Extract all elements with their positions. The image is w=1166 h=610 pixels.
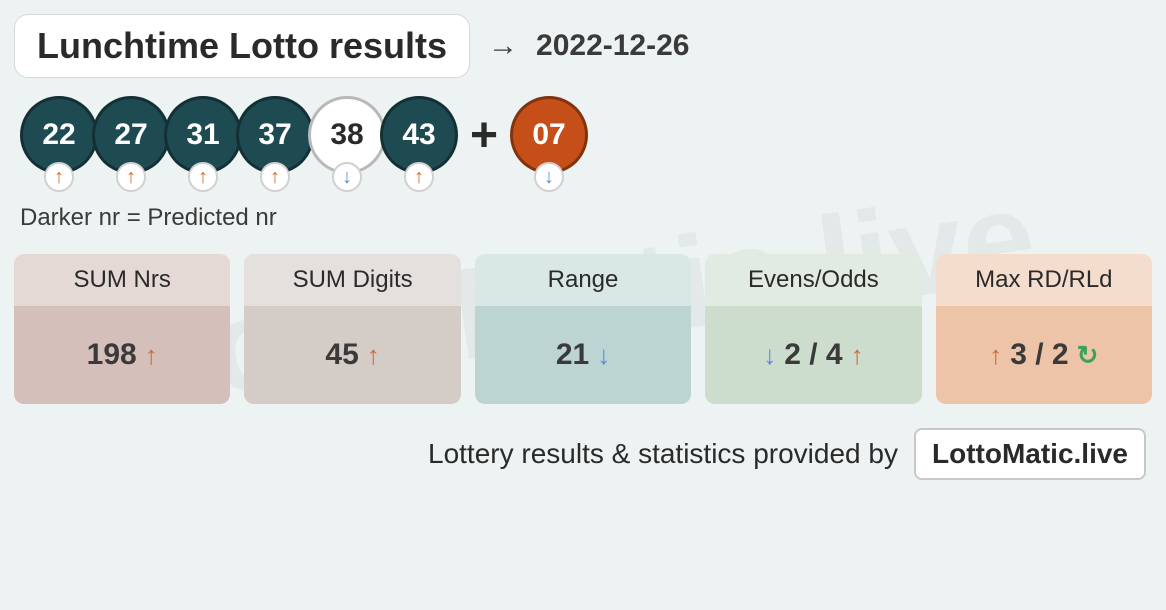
arrow-up-icon: ↑ [367, 340, 380, 371]
stat-card-1: SUM Digits 45 ↑ [244, 254, 460, 404]
arrow-up-icon: ↑ [116, 162, 146, 192]
stat-value-text: 2 / 4 [784, 338, 842, 372]
refresh-icon: ↻ [1077, 340, 1099, 371]
stats-row: SUM Nrs198↑SUM Digits45↑Range21↓Evens/Od… [14, 254, 1152, 404]
stat-label: SUM Nrs [14, 254, 230, 306]
legend-text: Darker nr = Predicted nr [20, 204, 1152, 232]
main-ball-5: 43↑ [380, 96, 458, 192]
main-ball-1: 27↑ [92, 96, 170, 192]
stat-value-text: 45 [325, 338, 358, 372]
arrow-up-icon: ↑ [404, 162, 434, 192]
arrow-up-icon: ↑ [851, 340, 864, 371]
footer-text: Lottery results & statistics provided by [428, 438, 898, 470]
main-ball-2: 31↑ [164, 96, 242, 192]
arrow-down-icon: ↓ [332, 162, 362, 192]
stat-value: 21 ↓ [475, 306, 691, 404]
stat-value-text: 21 [556, 338, 589, 372]
header-row: Lunchtime Lotto results → 2022-12-26 [14, 14, 1152, 78]
footer-row: Lottery results & statistics provided by… [14, 428, 1152, 480]
stat-card-3: Evens/Odds ↓ 2 / 4 ↑ [705, 254, 921, 404]
result-date: 2022-12-26 [536, 29, 689, 63]
stat-card-4: Max RD/RLd ↑ 3 / 2 ↻ [936, 254, 1152, 404]
main-ball-3: 37↑ [236, 96, 314, 192]
main-content: Lunchtime Lotto results → 2022-12-26 22↑… [14, 14, 1152, 480]
stat-card-0: SUM Nrs 198 ↑ [14, 254, 230, 404]
arrow-down-icon: ↓ [763, 340, 776, 371]
stat-label: Range [475, 254, 691, 306]
arrow-down-icon: ↓ [534, 162, 564, 192]
stat-value: ↑ 3 / 2 ↻ [936, 306, 1152, 404]
arrow-right-icon: → [488, 29, 518, 63]
arrow-up-icon: ↑ [989, 340, 1002, 371]
stat-value: 198 ↑ [14, 306, 230, 404]
arrow-up-icon: ↑ [188, 162, 218, 192]
stat-value: ↓ 2 / 4 ↑ [705, 306, 921, 404]
page-title: Lunchtime Lotto results [14, 14, 470, 78]
bonus-ball: 07↓ [510, 96, 588, 192]
stat-value: 45 ↑ [244, 306, 460, 404]
stat-value-text: 198 [87, 338, 137, 372]
stat-label: Max RD/RLd [936, 254, 1152, 306]
stat-card-2: Range 21 ↓ [475, 254, 691, 404]
footer-brand: LottoMatic.live [914, 428, 1146, 480]
stat-label: SUM Digits [244, 254, 460, 306]
arrow-up-icon: ↑ [44, 162, 74, 192]
arrow-up-icon: ↑ [260, 162, 290, 192]
stat-label: Evens/Odds [705, 254, 921, 306]
main-ball-4: 38↓ [308, 96, 386, 192]
arrow-down-icon: ↓ [597, 340, 610, 371]
stat-value-text: 3 / 2 [1010, 338, 1068, 372]
arrow-up-icon: ↑ [145, 340, 158, 371]
balls-row: 22↑27↑31↑37↑38↓43↑+07↓ [14, 96, 1152, 192]
main-ball-0: 22↑ [20, 96, 98, 192]
plus-icon: + [470, 108, 498, 163]
